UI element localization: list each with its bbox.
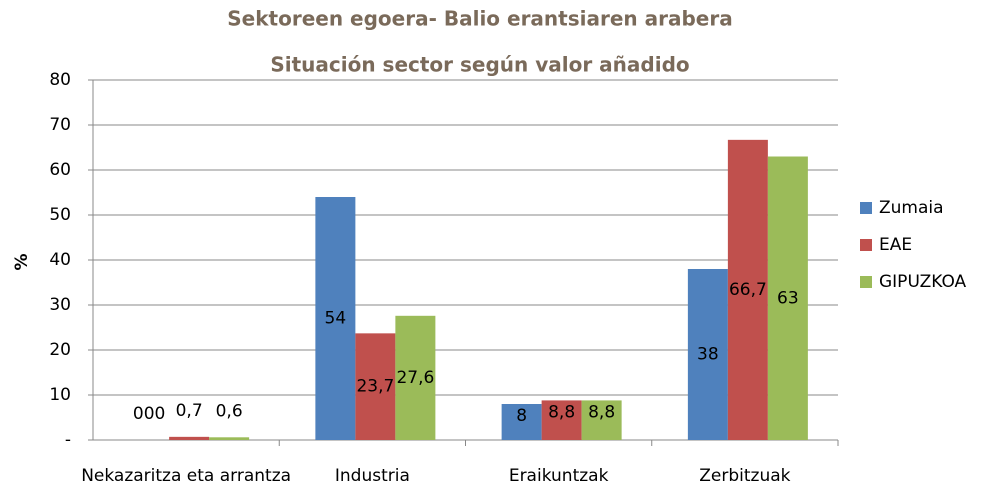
y-tick-label: 50 [49,205,71,225]
data-label: 23,7 [356,377,394,397]
bar [727,139,768,440]
bar [315,197,356,440]
bar [209,437,250,440]
data-label: 0,7 [176,401,203,421]
x-tick-label: Eraikuntzak [509,466,609,486]
y-tick-label: 80 [49,70,71,90]
legend-label: GIPUZKOA [879,272,967,292]
data-label: 000 [133,404,165,424]
y-axis-label: % [12,253,32,270]
bar [501,404,542,440]
chart-title: Sektoreen egoera- Balio erantsiaren arab… [227,7,732,31]
data-label: 66,7 [729,280,767,300]
y-tick-label: 70 [49,115,71,135]
bar [581,400,622,440]
data-label: 63 [777,288,799,308]
x-tick-label: Nekazaritza eta arrantza [81,466,291,486]
legend-label: EAE [879,235,912,255]
data-label: 0,6 [216,401,243,421]
data-label: 38 [697,345,719,365]
legend-swatch [860,202,872,214]
bar [355,333,396,440]
bar [541,400,582,440]
data-label: 27,6 [396,368,434,388]
x-tick-label: Zerbitzuak [699,466,790,486]
data-label: 8,8 [548,402,575,422]
bar [767,156,808,440]
chart-subtitle: Situación sector según valor añadido [270,53,689,77]
bar [687,269,728,440]
legend-swatch [860,239,872,251]
bar [395,315,436,440]
y-tick-label: - [65,430,71,450]
bar [169,436,210,440]
y-tick-label: 40 [49,250,71,270]
legend-swatch [860,276,872,288]
data-label: 8 [516,406,527,426]
y-tick-label: 60 [49,160,71,180]
y-tick-label: 20 [49,340,71,360]
data-label: 54 [325,309,347,329]
x-tick-label: Industria [335,466,410,486]
data-label: 8,8 [588,402,615,422]
y-tick-label: 10 [49,385,71,405]
legend-label: Zumaia [879,198,944,218]
y-tick-label: 30 [49,295,71,315]
